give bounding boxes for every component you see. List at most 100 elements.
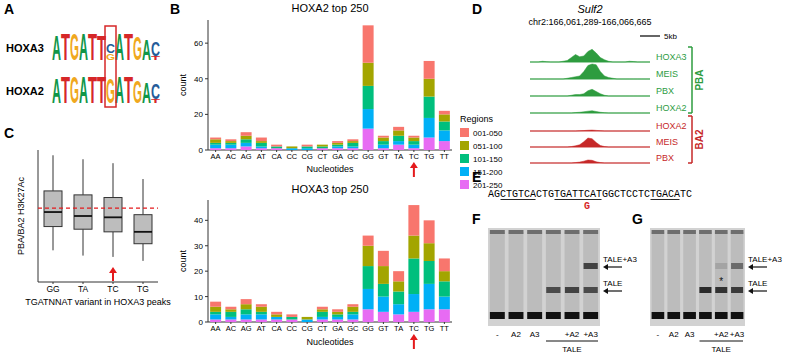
lane-label: +A3: [730, 330, 745, 339]
bar-segment: [332, 143, 343, 145]
box: [134, 215, 152, 244]
group-bracket: [691, 47, 693, 113]
logo-letter: T: [88, 27, 97, 68]
legend-title: Regions: [460, 114, 494, 124]
track-name: HOXA3: [656, 52, 687, 62]
bar-segment: [332, 145, 343, 147]
mutation: G: [584, 201, 590, 212]
bar-segment: [363, 266, 374, 289]
bar-segment: [408, 148, 419, 150]
bar-segment: [347, 314, 358, 319]
bar-segment: [271, 319, 282, 322]
track-signal: [530, 49, 650, 62]
bar-segment: [439, 281, 450, 296]
bar-segment: [363, 246, 374, 266]
lane-label: A2: [511, 330, 521, 339]
bar-segment: [225, 139, 236, 141]
bar-segment: [408, 294, 419, 312]
bar-segment: [439, 114, 450, 121]
x-tick-label: TT: [440, 152, 450, 161]
bar-segment: [439, 297, 450, 310]
gel-well: [731, 230, 744, 234]
gel-well: [565, 230, 580, 234]
highlight-box: [105, 26, 116, 107]
bar-segment: [393, 136, 404, 141]
bar-segment: [256, 141, 267, 143]
bar-segment: [210, 138, 221, 140]
gel-well: [527, 230, 542, 234]
bar-segment: [241, 309, 252, 314]
gel-band: [528, 287, 542, 293]
free-probe: [652, 312, 665, 319]
x-tick-label: GA: [332, 152, 343, 161]
lane-group-label: TALE: [562, 345, 581, 354]
bar-segment: [378, 145, 389, 149]
track-signal: [530, 64, 650, 79]
logo-letter: T: [61, 27, 70, 68]
bar-segment: [210, 145, 221, 149]
x-tick-label: CG: [302, 152, 313, 161]
gel-lane: [715, 232, 728, 312]
legend-swatch: [460, 180, 469, 189]
logo-name: HOXA3: [6, 42, 44, 54]
bar-segment: [393, 292, 404, 305]
bars: [210, 25, 450, 150]
track-name: MEIS: [656, 137, 678, 147]
logo-letter: A: [142, 77, 151, 109]
legend-label: 101-150: [473, 155, 503, 164]
x-tick-label: CA: [271, 324, 281, 333]
gel-band: [652, 263, 664, 269]
arrow-head: [603, 288, 608, 294]
motif-underline: [555, 199, 602, 200]
y-axis-label: count: [178, 249, 188, 272]
bar-segment: [424, 79, 435, 97]
bar-segment: [363, 289, 374, 309]
lane-group-bracket: [700, 341, 744, 342]
bar-segment: [347, 319, 358, 322]
track-name: HOXA2: [656, 103, 687, 113]
bar-segment: [256, 148, 267, 150]
x-axis-label: Nucleotides: [306, 337, 354, 347]
bar-segment: [408, 205, 419, 236]
lane-label: +A3: [583, 330, 598, 339]
band-label: TALE+A3: [603, 255, 637, 264]
gel-lane: [667, 232, 680, 312]
x-tick-label: TT: [440, 324, 450, 333]
bar-segment: [408, 145, 419, 149]
bar-segment: [286, 146, 297, 148]
x-tick-label: TG: [424, 324, 435, 333]
bar-segment: [210, 302, 221, 307]
scale-bar-label: 5kb: [664, 32, 677, 41]
figure: ABCDEFGHOXA3ATGATTGCATGATCHOXA2ATGATTGAT…: [0, 0, 785, 360]
free-probe: [490, 312, 505, 319]
legend-swatch: [460, 154, 469, 163]
bar-segment: [241, 136, 252, 140]
y-tick-label: 20: [194, 110, 203, 119]
logo-letter: T: [124, 70, 133, 111]
sequence-segment: GGCTCCTC: [602, 189, 650, 200]
bar-segment: [332, 312, 343, 315]
gel-band: [731, 287, 743, 293]
x-tick-label: GG: [362, 324, 374, 333]
y-tick-label: 40: [194, 75, 203, 84]
bar-segment: [393, 130, 404, 135]
free-probe: [565, 312, 580, 319]
bar-segment: [439, 141, 450, 150]
gel-band: [699, 287, 711, 293]
logo-letter: C: [151, 79, 160, 103]
legend-swatch: [460, 167, 469, 176]
reference-line: [38, 207, 158, 208]
x-tick-label: AT: [257, 324, 266, 333]
legend-label: 001-050: [473, 129, 503, 138]
bar-segment: [424, 220, 435, 243]
legend-label: 151-200: [473, 168, 503, 177]
bar-segment: [347, 143, 358, 147]
free-probe: [509, 312, 524, 319]
bar-segment: [225, 143, 236, 145]
panel-label: A: [4, 1, 14, 17]
gel-lane: [546, 232, 561, 312]
x-tick-label: GG: [362, 152, 374, 161]
bar-segment: [363, 86, 374, 109]
lane-label: -: [496, 330, 499, 339]
median: [44, 211, 62, 213]
